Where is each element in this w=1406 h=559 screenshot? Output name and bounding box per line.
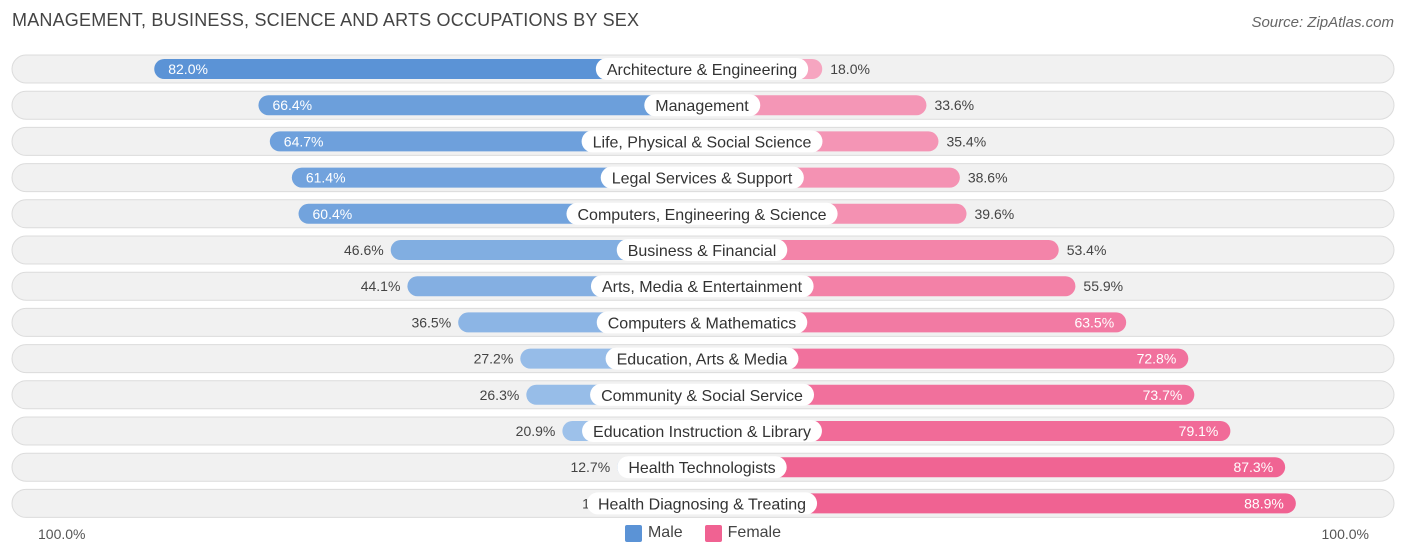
category-pill bbox=[581, 130, 823, 153]
bar-row: 26.3% 73.7% Community & Social Service bbox=[11, 380, 1395, 410]
category-pill bbox=[616, 239, 788, 261]
value-label-male: 27.2% bbox=[474, 351, 514, 367]
category-pill bbox=[596, 311, 808, 334]
bar-female bbox=[702, 348, 1189, 369]
bar-row: 36.5% 63.5% Computers & Mathematics bbox=[11, 307, 1395, 337]
category-label: Computers, Engineering & Science bbox=[577, 207, 826, 224]
bar-row: 82.0% 18.0% Architecture & Engineering bbox=[11, 54, 1395, 84]
category-label: Architecture & Engineering bbox=[607, 62, 797, 79]
value-label-male: 46.6% bbox=[344, 242, 384, 258]
category-label: Arts, Media & Entertainment bbox=[602, 279, 803, 296]
value-label-female: 38.6% bbox=[968, 170, 1008, 186]
bar-female bbox=[702, 240, 1059, 260]
category-label: Health Technologists bbox=[628, 460, 775, 477]
bar-row: 61.4% 38.6% Legal Services & Support bbox=[11, 163, 1395, 193]
category-pill bbox=[582, 420, 822, 442]
legend-swatch-male bbox=[624, 524, 642, 542]
category-pill bbox=[586, 492, 818, 515]
axis-right-label: 100.0% bbox=[1321, 526, 1369, 542]
bar-male bbox=[291, 167, 702, 188]
value-label-female: 63.5% bbox=[1074, 314, 1114, 330]
category-pill bbox=[595, 58, 809, 80]
value-label-male: 60.4% bbox=[313, 206, 353, 222]
value-label-female: 35.4% bbox=[946, 133, 986, 149]
value-label-male: 12.7% bbox=[570, 459, 610, 475]
chart-title: MANAGEMENT, BUSINESS, SCIENCE AND ARTS O… bbox=[12, 10, 640, 30]
category-pill bbox=[605, 347, 799, 370]
bar-female bbox=[702, 493, 1296, 514]
value-label-female: 53.4% bbox=[1067, 242, 1107, 258]
legend: Male Female bbox=[0, 524, 1406, 542]
value-label-female: 33.6% bbox=[934, 97, 974, 113]
chart-source: Source: ZipAtlas.com bbox=[1251, 14, 1394, 31]
value-label-female: 73.7% bbox=[1143, 387, 1183, 403]
value-label-female: 88.9% bbox=[1244, 495, 1284, 511]
bar-row: 60.4% 39.6% Computers, Engineering & Scien… bbox=[11, 199, 1395, 229]
bar-row: 20.9% 79.1% Education Instruction & Librar… bbox=[11, 416, 1395, 446]
category-label: Business & Financial bbox=[628, 243, 777, 260]
bar-row: 27.2% 72.8% Education, Arts & Media bbox=[11, 344, 1395, 374]
value-label-male: 26.3% bbox=[480, 387, 520, 403]
bar-female bbox=[702, 421, 1231, 441]
category-pill bbox=[590, 383, 815, 406]
category-pill bbox=[644, 94, 761, 117]
value-label-male: 64.7% bbox=[284, 133, 324, 149]
category-label: Education Instruction & Library bbox=[593, 424, 811, 441]
value-label-female: 55.9% bbox=[1083, 278, 1123, 294]
value-label-female: 18.0% bbox=[830, 61, 870, 77]
axis-left-label: 100.0% bbox=[38, 526, 86, 542]
value-label-male: 61.4% bbox=[306, 170, 346, 186]
legend-label-female: Female bbox=[727, 524, 782, 541]
category-pill bbox=[566, 202, 838, 225]
value-label-male: 20.9% bbox=[516, 423, 556, 439]
value-label-female: 72.8% bbox=[1137, 351, 1177, 367]
category-label: Legal Services & Support bbox=[612, 171, 793, 188]
bar-row: 46.6% 53.4% Business & Financial bbox=[11, 235, 1395, 265]
value-label-male: 66.4% bbox=[272, 97, 312, 113]
category-label: Management bbox=[655, 98, 749, 115]
category-label: Life, Physical & Social Science bbox=[593, 134, 812, 151]
category-label: Education, Arts & Media bbox=[617, 352, 788, 369]
bar-female bbox=[702, 384, 1195, 405]
legend-swatch-female bbox=[704, 524, 722, 542]
bar-row: 11.1%88.9%Health Diagnosing & Treating bbox=[11, 488, 1395, 518]
bar-row: 64.7% 35.4% Life, Physical & Social Scienc… bbox=[11, 126, 1395, 156]
legend-label-male: Male bbox=[647, 524, 683, 541]
category-label: Computers & Mathematics bbox=[608, 315, 797, 332]
category-pill bbox=[600, 166, 804, 189]
legend-item-male[interactable]: Male bbox=[624, 524, 683, 542]
bar-row: 44.1% 55.9% Arts, Media & Entertainment bbox=[11, 271, 1395, 301]
bar-row: 66.4% 33.6% Management bbox=[11, 90, 1395, 120]
value-label-female: 79.1% bbox=[1179, 423, 1219, 439]
bar-male bbox=[154, 59, 703, 79]
bar-row: 12.7% 87.3% Health Technologists bbox=[11, 452, 1395, 482]
bar-female bbox=[702, 312, 1127, 333]
bar-male bbox=[258, 95, 702, 116]
value-label-male: 36.5% bbox=[411, 314, 451, 330]
category-pill bbox=[617, 456, 787, 479]
category-pill bbox=[590, 275, 814, 298]
value-label-female: 87.3% bbox=[1233, 459, 1273, 475]
category-label: Health Diagnosing & Treating bbox=[598, 496, 806, 513]
value-label-male: 82.0% bbox=[168, 61, 208, 77]
bar-female bbox=[702, 457, 1286, 478]
value-label-male: 44.1% bbox=[361, 278, 401, 294]
value-label-female: 39.6% bbox=[975, 206, 1015, 222]
category-label: Community & Social Service bbox=[601, 388, 803, 405]
legend-item-female[interactable]: Female bbox=[704, 524, 782, 542]
